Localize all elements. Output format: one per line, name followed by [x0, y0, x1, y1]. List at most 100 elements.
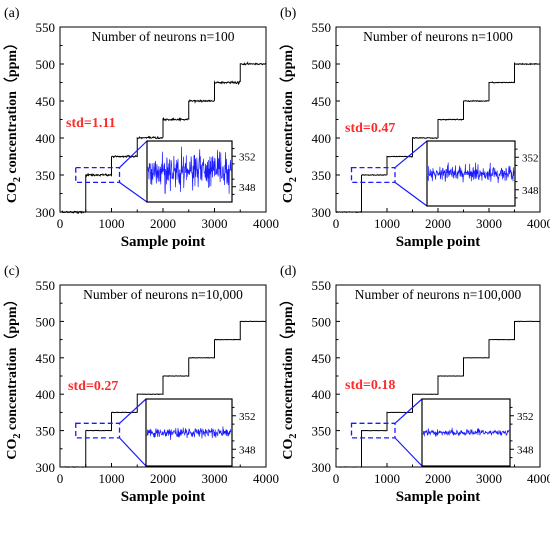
y-axis-label-rest: concentration（ppm） — [280, 36, 296, 177]
inset-y-tick-label: 348 — [517, 444, 534, 456]
y-tick-label: 450 — [36, 94, 56, 109]
series-line — [335, 61, 541, 214]
zoom-connector — [394, 398, 423, 424]
y-tick-label: 500 — [312, 57, 332, 72]
inset-y-tick-label: 348 — [239, 182, 256, 194]
zoom-connector — [119, 398, 147, 424]
std-annotation: std=1.11 — [66, 116, 116, 131]
zoom-box — [75, 166, 121, 184]
zoom-connector — [119, 140, 148, 169]
y-tick-label: 550 — [36, 278, 56, 293]
x-tick-label: 0 — [57, 471, 64, 486]
x-tick-label: 2000 — [425, 216, 451, 231]
x-tick-label: 1000 — [99, 471, 125, 486]
x-axis-label: Sample point — [121, 489, 206, 505]
inset-series-line — [147, 146, 232, 195]
y-axis-label-subscript: 2 — [288, 434, 299, 439]
x-tick-label: 2000 — [150, 216, 176, 231]
inset-series-line — [427, 162, 515, 184]
y-tick-label: 400 — [312, 387, 332, 402]
y-tick-label: 550 — [36, 20, 56, 35]
y-axis-label: CO2 concentration（ppm） — [4, 292, 23, 459]
y-tick-label: 350 — [36, 168, 56, 183]
x-axis-label: Sample point — [121, 234, 206, 250]
inset-y-tick-label: 352 — [517, 411, 534, 423]
x-tick-label: 4000 — [253, 471, 279, 486]
y-axis-label-main: CO — [281, 182, 296, 203]
y-tick-label: 550 — [312, 278, 332, 293]
x-tick-label: 3000 — [476, 216, 502, 231]
y-axis-label-main: CO — [281, 438, 296, 459]
y-tick-label: 500 — [36, 57, 56, 72]
y-tick-label: 350 — [36, 424, 56, 439]
std-annotation: std=0.27 — [68, 379, 118, 394]
inset-series-line — [146, 426, 232, 440]
x-tick-label: 0 — [333, 216, 340, 231]
x-tick-label: 1000 — [374, 216, 400, 231]
x-tick-label: 4000 — [527, 216, 550, 231]
inset-y-tick-label: 352 — [522, 152, 539, 164]
zoom-connector — [119, 437, 147, 467]
zoom-connector — [394, 181, 428, 207]
x-axis-label: Sample point — [396, 489, 481, 505]
zoom-box — [75, 422, 121, 439]
x-tick-label: 1000 — [99, 216, 125, 231]
panel-label: (b) — [280, 6, 297, 21]
zoom-connector — [119, 181, 148, 203]
x-tick-label: 2000 — [425, 471, 451, 486]
y-tick-label: 400 — [312, 131, 332, 146]
y-axis-label-rest: concentration（ppm） — [4, 36, 20, 177]
panel-label: (c) — [4, 264, 20, 279]
y-axis-label: CO2 concentration（ppm） — [4, 36, 23, 203]
y-tick-label: 300 — [36, 205, 56, 220]
y-axis-label: CO2 concentration（ppm） — [280, 292, 299, 459]
x-tick-label: 3000 — [476, 471, 502, 486]
y-tick-label: 300 — [312, 205, 332, 220]
panel-label: (d) — [280, 264, 297, 279]
y-tick-label: 300 — [36, 460, 56, 475]
y-axis-label-subscript: 2 — [288, 177, 299, 182]
zoom-box — [350, 422, 396, 439]
zoom-connector — [394, 437, 423, 467]
x-tick-label: 3000 — [202, 471, 228, 486]
std-annotation: std=0.47 — [345, 121, 395, 136]
y-axis-label-rest: concentration（ppm） — [280, 292, 296, 433]
y-axis-label-subscript: 2 — [12, 177, 23, 182]
y-tick-label: 300 — [312, 460, 332, 475]
chart-title: Number of neurons n=10,000 — [83, 287, 243, 302]
series-line — [59, 320, 267, 468]
y-axis-label-rest: concentration（ppm） — [4, 292, 20, 433]
x-tick-label: 3000 — [202, 216, 228, 231]
y-axis-label: CO2 concentration（ppm） — [280, 36, 299, 203]
y-tick-label: 400 — [36, 131, 56, 146]
chart-title: Number of neurons n=100,000 — [355, 287, 522, 302]
inset-y-tick-label: 352 — [239, 151, 256, 163]
x-tick-label: 0 — [333, 471, 340, 486]
y-tick-label: 450 — [312, 94, 332, 109]
chart-panel-1: (a) Number of neurons n=100 300 350 400 450 50… — [4, 6, 279, 250]
panel-label: (a) — [4, 6, 20, 21]
y-tick-label: 350 — [312, 424, 332, 439]
y-axis-label-main: CO — [5, 438, 20, 459]
zoom-box — [350, 166, 396, 184]
x-tick-label: 1000 — [374, 471, 400, 486]
y-axis-label-subscript: 2 — [12, 434, 23, 439]
x-axis-label: Sample point — [396, 234, 481, 250]
inset-y-tick-label: 352 — [239, 411, 256, 423]
x-tick-label: 4000 — [253, 216, 279, 231]
y-tick-label: 450 — [36, 351, 56, 366]
chart-title: Number of neurons n=1000 — [363, 29, 513, 44]
series-line — [59, 61, 267, 215]
y-tick-label: 500 — [36, 314, 56, 329]
zoom-connector — [394, 140, 428, 169]
y-tick-label: 400 — [36, 387, 56, 402]
x-tick-label: 4000 — [527, 471, 550, 486]
y-tick-label: 500 — [312, 314, 332, 329]
x-tick-label: 0 — [57, 216, 64, 231]
chart-panel-4: (d) Number of neurons n=100,000 300 350 400 4… — [280, 264, 550, 505]
inset-y-tick-label: 348 — [239, 444, 256, 456]
y-tick-label: 550 — [312, 20, 332, 35]
y-tick-label: 350 — [312, 168, 332, 183]
y-axis-label-main: CO — [5, 182, 20, 203]
